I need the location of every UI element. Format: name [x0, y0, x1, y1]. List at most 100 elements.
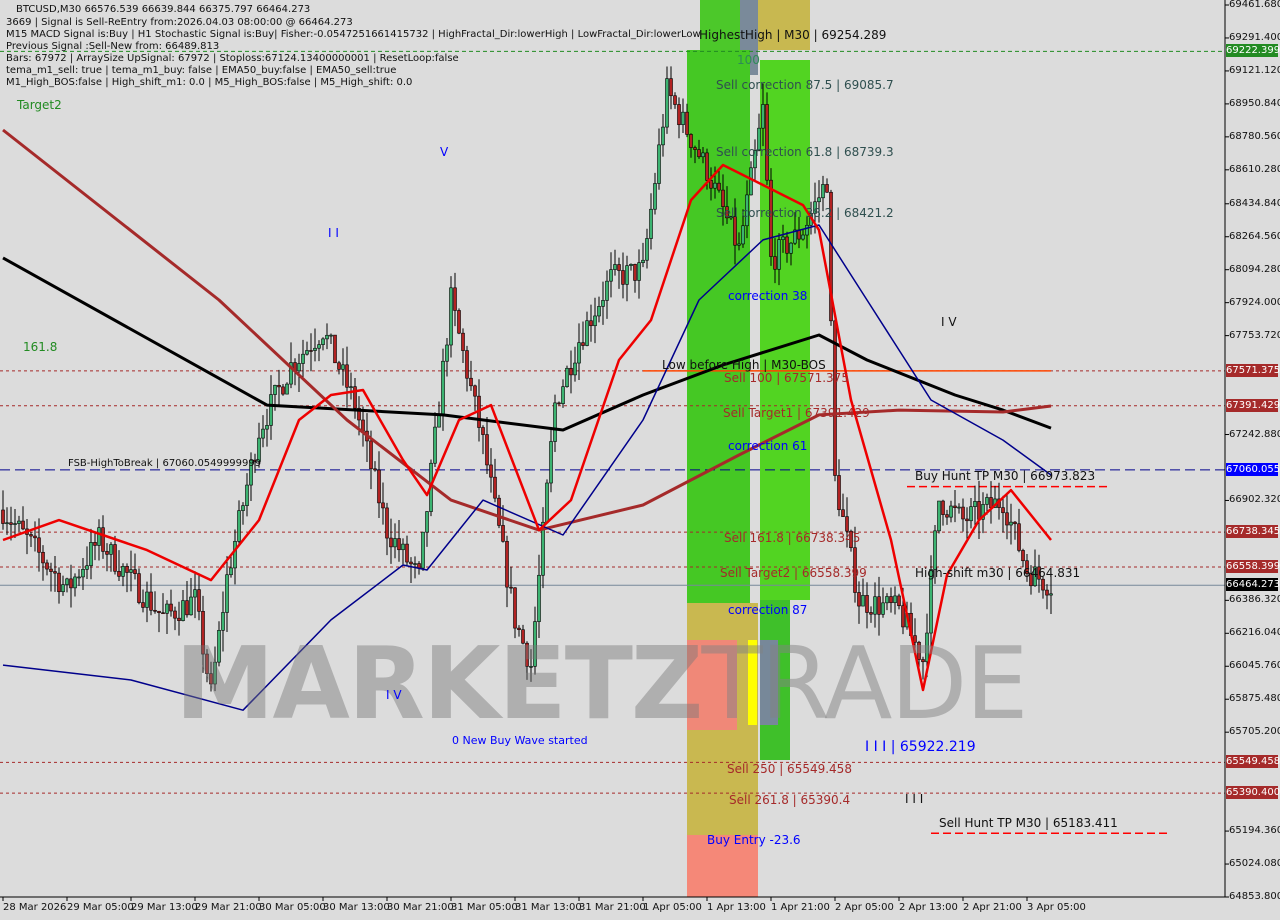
candle-bear — [825, 184, 829, 193]
candle-bear — [105, 551, 109, 555]
candle-bull — [969, 506, 973, 522]
candle-bull — [285, 383, 289, 395]
zone-yellow-bar — [748, 640, 757, 725]
candle-bull — [577, 342, 581, 364]
candle-bear — [197, 589, 201, 612]
candle-bear — [569, 367, 573, 376]
candle-bull — [1009, 521, 1013, 526]
candle-bear — [309, 350, 313, 352]
candle-bear — [333, 334, 337, 364]
candle-bull — [637, 262, 641, 281]
candle-bear — [1005, 512, 1009, 526]
candle-bear — [369, 440, 373, 470]
candle-bull — [77, 576, 81, 579]
candle-bull — [741, 225, 745, 245]
price-tick-label: 69291.400 — [1229, 31, 1280, 43]
candle-bear — [525, 642, 529, 667]
candle-bull — [957, 506, 961, 509]
sell-correction-618-label: Sell correction 61.8 | 68739.3 — [716, 145, 894, 159]
candle-bear — [897, 595, 901, 607]
candle-bear — [1001, 507, 1005, 514]
zone-gray-bar — [760, 640, 778, 725]
price-tick-label: 66045.760 — [1229, 660, 1280, 672]
candle-bull — [861, 595, 865, 607]
candle-bear — [149, 591, 153, 611]
candle-bear — [1021, 550, 1025, 562]
candle-bear — [345, 364, 349, 388]
tema-line — [2, 163, 1052, 692]
candle-bear — [357, 407, 361, 421]
candle-bull — [257, 437, 261, 462]
candle-bull — [225, 574, 229, 613]
time-tick-label: 29 Mar 13:00 — [131, 902, 198, 913]
candle-bear — [921, 659, 925, 663]
candle-bear — [1041, 578, 1045, 591]
candle-bull — [301, 353, 305, 364]
candle-bear — [785, 236, 789, 254]
candle-bear — [201, 611, 205, 655]
candle-bull — [341, 364, 345, 370]
candle-bear — [697, 149, 701, 158]
candle-bear — [209, 673, 213, 685]
candle-bull — [713, 182, 717, 189]
zone-olive-top — [748, 0, 810, 50]
price-tick-label: 67242.880 — [1229, 428, 1280, 440]
price-tick-label: 65194.360 — [1229, 825, 1280, 837]
candle-bull — [609, 269, 613, 282]
candle-bear — [677, 104, 681, 126]
wave-iii-value-label: I I I | 65922.219 — [865, 739, 976, 755]
candle-bear — [865, 595, 869, 613]
candle-bull — [625, 265, 629, 285]
candle-bull — [1049, 593, 1053, 596]
candle-bear — [37, 537, 41, 553]
candle-bull — [821, 184, 825, 199]
plot-area — [0, 0, 1225, 897]
candle-bull — [601, 300, 605, 307]
candle-bear — [473, 385, 477, 397]
indicator-lines — [2, 128, 1052, 711]
candle-bear — [733, 216, 737, 246]
candle-bull — [433, 426, 437, 464]
price-tick-label: 68950.840 — [1229, 97, 1280, 109]
price-tag: 66558.399 — [1226, 560, 1280, 574]
candle-bull — [925, 632, 929, 663]
candle-bull — [597, 306, 601, 317]
candle-bull — [565, 367, 569, 387]
candle-bear — [917, 641, 921, 660]
candle-bear — [945, 514, 949, 518]
candle-bear — [389, 537, 393, 548]
candle-bear — [581, 342, 585, 346]
candle-bull — [437, 414, 441, 428]
candle-bull — [657, 144, 661, 184]
candle-bull — [249, 459, 253, 486]
candle-bull — [1033, 566, 1037, 587]
candle-bull — [701, 152, 705, 158]
candle-bear — [725, 206, 729, 219]
candle-bear — [521, 629, 525, 644]
price-tick-label: 66216.040 — [1229, 627, 1280, 639]
candle-bull — [221, 612, 225, 631]
candle-bull — [613, 264, 617, 270]
price-tick-label: 66386.320 — [1229, 594, 1280, 606]
sell-100-label: Sell 100 | 67571.375 — [724, 371, 849, 385]
price-tag: 67391.429 — [1226, 398, 1280, 412]
candle-bull — [529, 666, 533, 668]
candle-bear — [397, 538, 401, 551]
info-line-3: Previous Signal :Sell-New from: 66489.81… — [6, 41, 220, 52]
symbol-ohlc: BTCUSD,M30 66576.539 66639.844 66375.797… — [16, 4, 311, 15]
candle-bear — [29, 534, 33, 537]
candle-bear — [769, 179, 773, 257]
candle-bear — [941, 500, 945, 515]
candle-bear — [673, 95, 677, 105]
candle-bull — [229, 567, 233, 576]
price-tag: 65549.458 — [1226, 755, 1280, 769]
info-line-1: 3669 | Signal is Sell-ReEntry from:2026.… — [6, 17, 353, 28]
price-tag: 66738.345 — [1226, 525, 1280, 539]
price-tick-label: 68610.280 — [1229, 163, 1280, 175]
candle-bear — [9, 522, 13, 525]
candle-bull — [97, 527, 101, 546]
ma-navy-line — [2, 224, 1052, 711]
candle-bear — [501, 525, 505, 542]
candle-bear — [837, 475, 841, 511]
